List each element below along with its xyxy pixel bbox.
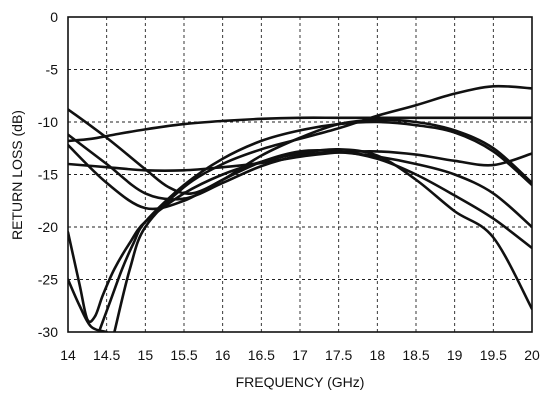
series-line-3 xyxy=(68,108,532,195)
y-tick-label: -5 xyxy=(46,62,59,78)
y-tick-label: -10 xyxy=(38,114,58,130)
series-line-1 xyxy=(68,116,532,143)
x-axis-title: FREQUENCY (GHz) xyxy=(236,374,365,390)
grid xyxy=(68,17,532,332)
series-line-4 xyxy=(68,133,532,229)
x-tick-label: 17.5 xyxy=(325,347,352,363)
series-line-6 xyxy=(68,147,532,324)
y-tick-label: -25 xyxy=(38,272,58,288)
x-tick-label: 19.5 xyxy=(480,347,507,363)
x-tick-label: 15 xyxy=(138,347,154,363)
y-axis-title: RETURN LOSS (dB) xyxy=(9,110,25,240)
x-tick-label: 14 xyxy=(60,347,76,363)
y-tick-label: -20 xyxy=(38,219,58,235)
x-tick-label: 17 xyxy=(292,347,308,363)
x-tick-label: 16 xyxy=(215,347,231,363)
x-tick-label: 18 xyxy=(370,347,386,363)
series-line-9 xyxy=(97,120,532,332)
x-tick-labels: 14 14.5 15 15.5 16 16.5 17 17.5 18 18.5 19 19.5 20 xyxy=(60,347,540,363)
y-tick-label: -30 xyxy=(38,324,58,340)
x-tick-label: 15.5 xyxy=(170,347,197,363)
x-tick-label: 19 xyxy=(447,347,463,363)
x-tick-label: 20 xyxy=(524,347,540,363)
series-line-5 xyxy=(68,143,532,250)
x-tick-label: 18.5 xyxy=(402,347,429,363)
x-tick-label: 14.5 xyxy=(93,347,120,363)
y-tick-label: -15 xyxy=(38,167,58,183)
series-line-7 xyxy=(113,84,532,332)
y-tick-label: 0 xyxy=(50,9,58,25)
series-group xyxy=(68,84,532,332)
plot-frame xyxy=(67,16,533,333)
y-tick-labels: 0 -5 -10 -15 -20 -25 -30 xyxy=(38,9,58,340)
x-tick-label: 16.5 xyxy=(248,347,275,363)
